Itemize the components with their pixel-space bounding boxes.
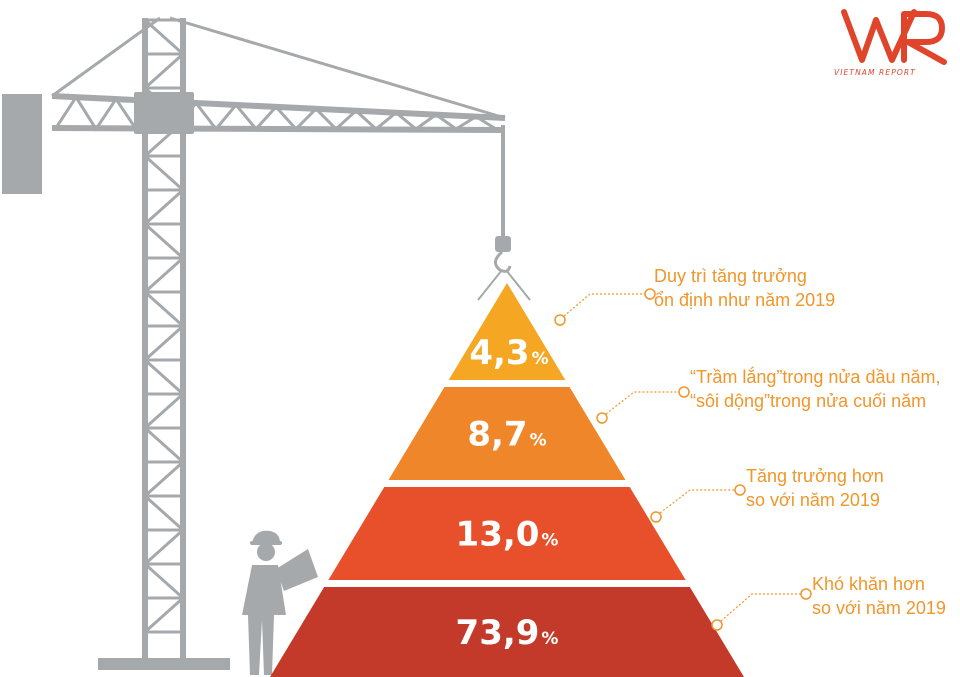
annotation-level-3: Tăng trưởng hơn so với năm 2019 (746, 464, 884, 512)
annotation-level-1: Duy trì tăng trưởng ổn định như năm 2019 (654, 264, 835, 312)
annotation-level-3-line-2: so với năm 2019 (746, 490, 880, 510)
annotation-level-4: Khó khăn hơn so với năm 2019 (812, 572, 946, 620)
logo-subtitle: VIETNAM REPORT (834, 68, 916, 77)
pyramid-value-3: 13,0% (456, 515, 559, 555)
annotation-level-2: “Trầm lắng”trong nửa dầu năm, “sôi dộng”… (690, 365, 941, 413)
annotation-level-4-line-2: so với năm 2019 (812, 598, 946, 618)
annotation-level-2-line-2: “sôi dộng”trong nửa cuối năm (690, 391, 927, 411)
callout-connector-2 (596, 386, 690, 424)
pyramid-value-1: 4,3% (469, 333, 548, 373)
annotation-level-4-line-1: Khó khăn hơn (812, 574, 925, 594)
annotation-level-2-line-1: “Trầm lắng”trong nửa dầu năm, (690, 367, 941, 387)
pyramid-value-4: 73,9% (456, 613, 559, 653)
vnr-logo (841, 9, 947, 65)
callout-connector-1 (554, 288, 656, 326)
callout-connector-3 (650, 484, 746, 523)
pyramid-value-2: 8,7% (467, 415, 546, 455)
callout-connector-4 (711, 588, 812, 631)
annotation-level-3-line-1: Tăng trưởng hơn (746, 466, 884, 486)
pyramid-layer-4 (270, 587, 744, 677)
annotation-level-1-line-2: ổn định như năm 2019 (654, 290, 836, 310)
pyramid-layer-1 (448, 283, 566, 380)
worker-silhouette-icon (242, 530, 318, 675)
annotation-level-1-line-1: Duy trì tăng trưởng (654, 266, 807, 286)
pyramid-layer-3 (328, 487, 686, 580)
pyramid-layer-2 (388, 387, 626, 480)
